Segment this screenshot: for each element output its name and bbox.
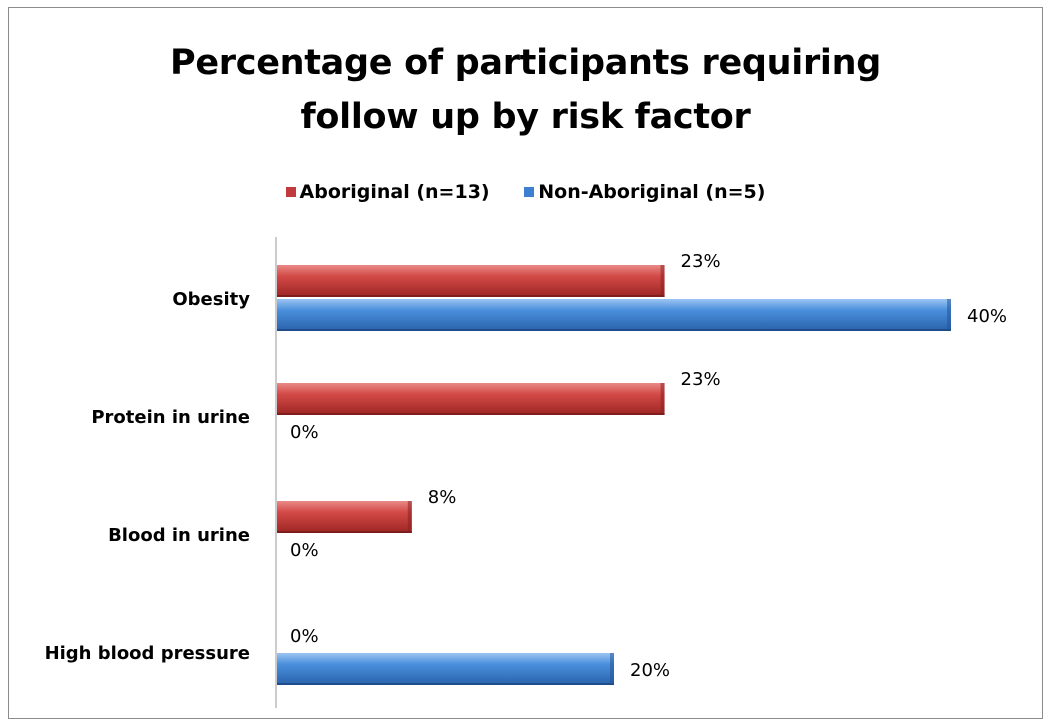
bar-non-aboriginal-high-blood-pressure bbox=[277, 653, 614, 685]
chart-legend: Aboriginal (n=13) Non-Aboriginal (n=5) bbox=[0, 181, 1051, 203]
bar-end-aboriginal-obesity bbox=[660, 265, 665, 297]
category-label-obesity: Obesity bbox=[172, 289, 250, 310]
data-label-non-aboriginal-obesity: 40% bbox=[967, 306, 1007, 327]
bar-end-non-aboriginal-high-blood-pressure bbox=[610, 653, 614, 685]
bars-group bbox=[277, 265, 951, 685]
data-label-aboriginal-obesity: 23% bbox=[681, 251, 721, 272]
data-label-aboriginal-protein-in-urine: 23% bbox=[681, 369, 721, 390]
data-label-aboriginal-high-blood-pressure: 0% bbox=[290, 626, 319, 647]
chart-title: Percentage of participants requiring fol… bbox=[0, 36, 1051, 144]
legend-swatch-non-aboriginal bbox=[524, 187, 535, 197]
data-label-non-aboriginal-high-blood-pressure: 20% bbox=[630, 660, 670, 681]
bar-shadow-non-aboriginal-high-blood-pressure bbox=[277, 683, 614, 685]
chart-title-line-2: follow up by risk factor bbox=[300, 97, 751, 137]
data-label-aboriginal-blood-in-urine: 8% bbox=[428, 487, 457, 508]
chart-title-line-1: Percentage of participants requiring bbox=[170, 43, 881, 83]
bar-shadow-aboriginal-protein-in-urine bbox=[277, 413, 665, 415]
chart-frame bbox=[8, 7, 1043, 719]
category-label-protein-in-urine: Protein in urine bbox=[91, 407, 250, 428]
legend-label-aboriginal: Aboriginal (n=13) bbox=[299, 181, 490, 203]
legend-swatch-aboriginal bbox=[285, 187, 296, 197]
legend-label-non-aboriginal: Non-Aboriginal (n=5) bbox=[538, 181, 766, 203]
bar-shadow-non-aboriginal-obesity bbox=[277, 329, 951, 331]
bar-aboriginal-obesity bbox=[277, 265, 665, 297]
data-label-non-aboriginal-protein-in-urine: 0% bbox=[290, 422, 319, 443]
legend-item-non-aboriginal: Non-Aboriginal (n=5) bbox=[524, 181, 765, 203]
data-label-non-aboriginal-blood-in-urine: 0% bbox=[290, 540, 319, 561]
category-label-blood-in-urine: Blood in urine bbox=[108, 525, 250, 546]
category-label-high-blood-pressure: High blood pressure bbox=[45, 643, 250, 664]
bar-aboriginal-blood-in-urine bbox=[277, 501, 412, 533]
bar-shadow-aboriginal-blood-in-urine bbox=[277, 531, 412, 533]
bar-shadow-aboriginal-obesity bbox=[277, 295, 665, 297]
legend-item-aboriginal: Aboriginal (n=13) bbox=[285, 181, 490, 203]
bar-end-non-aboriginal-obesity bbox=[947, 299, 951, 331]
bar-end-aboriginal-blood-in-urine bbox=[407, 501, 412, 533]
bar-end-aboriginal-protein-in-urine bbox=[660, 383, 665, 415]
bar-non-aboriginal-obesity bbox=[277, 299, 951, 331]
bar-aboriginal-protein-in-urine bbox=[277, 383, 665, 415]
